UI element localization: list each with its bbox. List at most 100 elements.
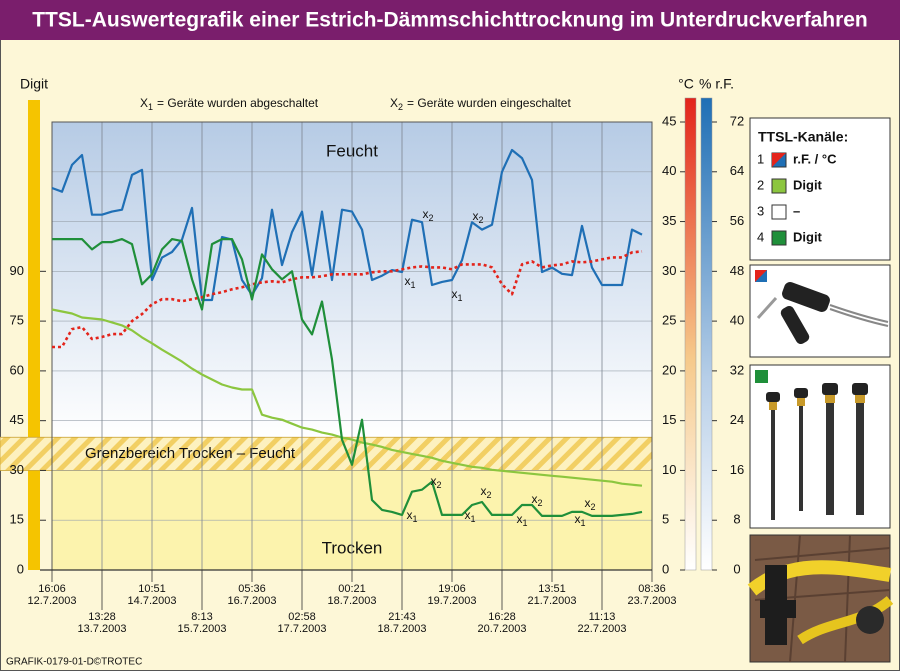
y2-tick-label: 35 bbox=[662, 213, 676, 228]
footer: GRAFIK-0179-01-D©TROTEC bbox=[6, 657, 142, 668]
event-marker-symbol: x bbox=[584, 496, 590, 510]
legend-label: Digit bbox=[793, 177, 823, 192]
y3-tick-label: 56 bbox=[730, 213, 744, 228]
event-marker-symbol: x bbox=[516, 512, 522, 526]
probes bbox=[766, 383, 868, 520]
sensor-tip bbox=[756, 296, 778, 320]
x-tick-label: 16.7.2003 bbox=[228, 595, 277, 607]
event-marker: x2 bbox=[531, 492, 542, 508]
x-tick-label: 20.7.2003 bbox=[478, 623, 527, 635]
event-marker-index: 2 bbox=[486, 490, 491, 500]
series-line bbox=[52, 238, 643, 517]
note: X2 = Geräte wurden eingeschaltet bbox=[390, 96, 571, 112]
event-marker-index: 1 bbox=[470, 514, 475, 524]
y3-axis-label: % r.F. bbox=[699, 76, 734, 92]
event-marker-index: 1 bbox=[580, 518, 585, 528]
y3-tick-label: 0 bbox=[733, 561, 740, 576]
y2-tick-label: 25 bbox=[662, 313, 676, 328]
legend-icon bbox=[771, 178, 787, 194]
y2-tick-label: 30 bbox=[662, 263, 676, 278]
event-marker-symbol: x bbox=[480, 484, 486, 498]
event-marker: x2 bbox=[422, 207, 433, 223]
note-text: = Geräte wurden abgeschaltet bbox=[157, 96, 319, 110]
photo-icon bbox=[755, 370, 768, 383]
y2-tick-label: 45 bbox=[662, 113, 676, 128]
note-symbol: X bbox=[390, 96, 398, 110]
y-tick-label: 45 bbox=[10, 412, 24, 427]
sensor-grip bbox=[780, 306, 810, 344]
y3-tick-label: 64 bbox=[730, 163, 744, 178]
y-tick-label: 60 bbox=[10, 362, 24, 377]
x-tick-label: 00:21 bbox=[338, 583, 366, 595]
x-tick-label: 08:36 bbox=[638, 583, 666, 595]
note-index: 1 bbox=[148, 102, 153, 112]
note-text: = Geräte wurden eingeschaltet bbox=[407, 96, 571, 110]
border-band bbox=[0, 436, 653, 471]
y3-tick-label: 8 bbox=[733, 512, 740, 527]
event-marker: x2 bbox=[430, 474, 441, 490]
event-marker: x2 bbox=[480, 484, 491, 500]
x-tick-label: 17.7.2003 bbox=[278, 623, 327, 635]
y2-tick-label: 20 bbox=[662, 362, 676, 377]
event-marker-symbol: x bbox=[574, 512, 580, 526]
note: X1 = Geräte wurden abgeschaltet bbox=[140, 96, 319, 112]
x-tick-label: 13:51 bbox=[538, 583, 566, 595]
legend-icon bbox=[771, 230, 787, 246]
event-marker-index: 2 bbox=[537, 498, 542, 508]
event-marker-index: 2 bbox=[428, 213, 433, 223]
sensor-body bbox=[782, 282, 830, 312]
y3-tick-label: 24 bbox=[730, 412, 744, 427]
x-tick-label: 23.7.2003 bbox=[628, 595, 677, 607]
x-tick-label: 18.7.2003 bbox=[378, 623, 427, 635]
y3-tick-label: 16 bbox=[730, 462, 744, 477]
legend-title: TTSL-Kanäle: bbox=[758, 129, 848, 145]
x-tick-label: 12.7.2003 bbox=[28, 595, 77, 607]
y-axis-label: Digit bbox=[20, 76, 48, 92]
temp-scale-bar bbox=[684, 97, 697, 571]
event-marker: x1 bbox=[464, 508, 475, 524]
event-marker-index: 2 bbox=[590, 502, 595, 512]
event-marker-symbol: x bbox=[404, 274, 410, 288]
digit-scale-bar bbox=[28, 100, 40, 570]
y2-tick-label: 40 bbox=[662, 163, 676, 178]
event-marker-symbol: x bbox=[422, 207, 428, 221]
x-tick-label: 21.7.2003 bbox=[528, 595, 577, 607]
x-tick-label: 19:06 bbox=[438, 583, 466, 595]
legend-label: – bbox=[793, 203, 800, 218]
event-marker-symbol: x bbox=[464, 508, 470, 522]
note-index: 2 bbox=[398, 102, 403, 112]
event-marker-index: 1 bbox=[412, 514, 417, 524]
y2-axis-label: °C bbox=[678, 76, 694, 92]
title-bar bbox=[0, 0, 900, 40]
site-photo-details bbox=[747, 534, 894, 663]
event-marker-symbol: x bbox=[406, 508, 412, 522]
x-tick-label: 16:06 bbox=[38, 583, 66, 595]
event-marker: x1 bbox=[516, 512, 527, 528]
event-marker-index: 1 bbox=[410, 280, 415, 290]
series-line bbox=[52, 250, 643, 349]
event-marker-index: 2 bbox=[478, 215, 483, 225]
band-label: Grenzbereich Trocken – Feucht bbox=[85, 445, 296, 462]
legend-label: Digit bbox=[793, 229, 823, 244]
event-marker: x1 bbox=[406, 508, 417, 524]
y-tick-label: 15 bbox=[10, 512, 24, 527]
y-tick-label: 0 bbox=[17, 561, 24, 576]
legend-number: 4 bbox=[757, 229, 764, 244]
legend-number: 1 bbox=[757, 151, 764, 166]
event-marker-symbol: x bbox=[531, 492, 537, 506]
event-marker-index: 1 bbox=[457, 293, 462, 303]
x-tick-label: 14.7.2003 bbox=[128, 595, 177, 607]
rh-scale-bar bbox=[700, 97, 713, 571]
x-tick-label: 11:13 bbox=[589, 611, 616, 623]
legend-icon bbox=[772, 153, 786, 167]
event-marker-symbol: x bbox=[430, 474, 436, 488]
y-tick-label: 30 bbox=[10, 462, 24, 477]
event-marker: x1 bbox=[404, 274, 415, 290]
x-tick-label: 10:51 bbox=[138, 583, 166, 595]
y3-tick-label: 72 bbox=[730, 113, 744, 128]
legend-number: 3 bbox=[757, 203, 764, 218]
x-tick-label: 02:58 bbox=[288, 611, 316, 623]
x-tick-label: 13:28 bbox=[88, 611, 116, 623]
